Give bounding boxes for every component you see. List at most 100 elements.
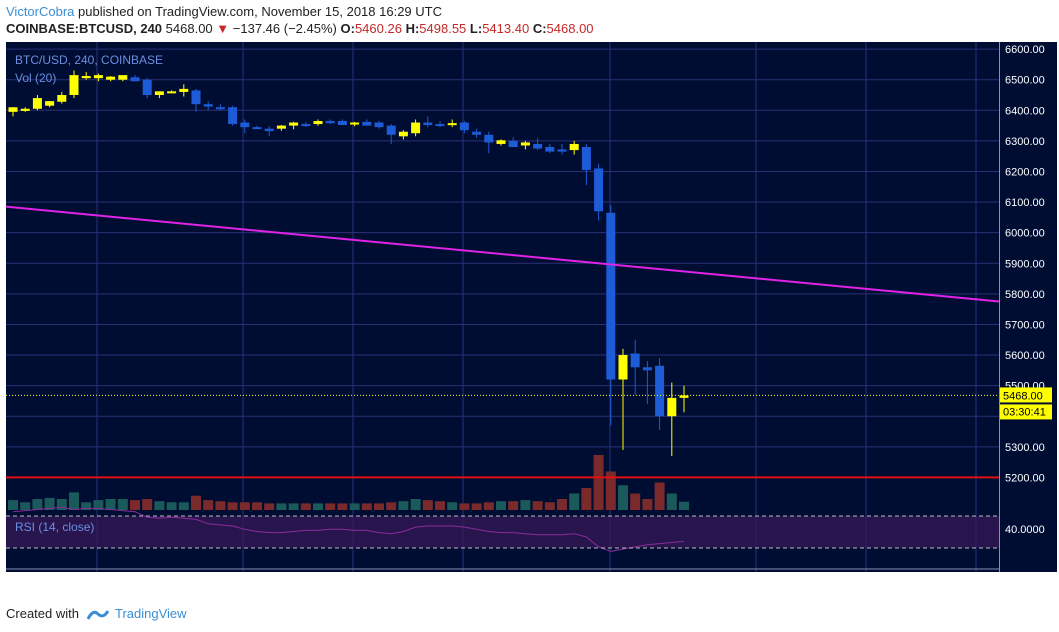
published-text: published on TradingView.com, November 1… <box>74 4 442 19</box>
volume-bar <box>435 501 445 510</box>
author-link[interactable]: VictorCobra <box>6 4 75 19</box>
volume-bar <box>508 501 519 510</box>
candle-body <box>106 76 116 80</box>
close-value: 5468.00 <box>546 21 594 36</box>
volume-bars <box>8 455 689 510</box>
change-value: −137.46 (−2.45%) <box>232 21 337 36</box>
price-scale-label: 6200.00 <box>1005 166 1045 178</box>
candle-body <box>386 125 396 135</box>
candle-body <box>45 101 55 106</box>
legend-title: BTC/USD, 240, COINBASE <box>15 53 163 67</box>
candle-body <box>215 107 225 110</box>
candle-body <box>337 121 347 125</box>
candle-body <box>508 140 518 148</box>
volume-bar <box>642 499 653 510</box>
price-chart[interactable]: 6600.00 6500.00 6400.00 6300.00 6200.00 6100.… <box>6 42 1057 572</box>
candle-body <box>167 91 177 94</box>
price-scale-label: 5700.00 <box>1005 319 1045 331</box>
volume-bar <box>459 503 470 510</box>
volume-bar <box>178 502 189 510</box>
candle-body <box>264 128 274 132</box>
volume-bar <box>32 499 43 510</box>
volume-bar <box>422 500 433 510</box>
candle-body <box>594 168 604 212</box>
volume-bar <box>569 493 580 510</box>
volume-bar <box>142 499 153 510</box>
countdown-tag <box>1000 404 1052 420</box>
high-label: H: <box>405 21 420 36</box>
volume-bar <box>252 502 262 510</box>
candle-body <box>557 149 567 152</box>
volume-bar <box>215 501 226 510</box>
volume-bar <box>630 493 641 510</box>
trend-line[interactable] <box>6 205 1000 303</box>
candle-body <box>32 98 42 109</box>
publish-info: VictorCobra published on TradingView.com… <box>6 4 442 19</box>
candle-body <box>642 367 652 371</box>
volume-bar <box>447 502 458 510</box>
price-scale-label: 5200.00 <box>1005 472 1045 484</box>
volume-bar <box>532 501 543 510</box>
volume-bar <box>483 502 494 510</box>
open-label: O: <box>340 21 355 36</box>
volume-bar <box>593 455 604 510</box>
candle-body <box>679 395 689 398</box>
candle-body <box>630 353 640 368</box>
candle-body <box>655 365 665 417</box>
candle-body <box>484 134 494 143</box>
volume-bar <box>605 471 616 510</box>
volume-bar <box>410 499 421 510</box>
candle-body <box>240 122 250 128</box>
candle-body <box>618 355 628 380</box>
price-scale-label: 6000.00 <box>1005 228 1045 240</box>
close-label: C: <box>532 21 547 36</box>
rsi-line <box>12 506 685 552</box>
candle-body <box>93 75 103 79</box>
volume-bar <box>398 501 409 510</box>
candle-body <box>411 122 421 134</box>
price-scale-label: 5900.00 <box>1005 258 1045 270</box>
volume-bar <box>313 503 323 510</box>
candle-body <box>142 79 152 96</box>
volume-bar <box>93 500 104 510</box>
candle-body <box>289 122 299 126</box>
volume-bar <box>666 493 677 510</box>
volume-bar <box>618 485 628 510</box>
countdown-label: 03:30:41 <box>1003 406 1046 418</box>
volume-bar <box>496 501 506 510</box>
price-scale-label: 6100.00 <box>1005 197 1045 209</box>
created-with-label: Created with <box>6 606 79 621</box>
volume-bar <box>81 502 92 510</box>
candle-body <box>228 107 238 125</box>
volume-bar <box>557 499 567 510</box>
low-value: 5413.40 <box>482 21 530 36</box>
volume-bar <box>374 503 384 510</box>
candle-body <box>569 143 579 151</box>
rsi-scale-label: 40.0000 <box>1005 524 1045 536</box>
volume-bar <box>325 503 336 510</box>
candle-body <box>533 143 543 149</box>
current-price-tag <box>1000 387 1052 403</box>
legend-rsi: RSI (14, close) <box>15 520 94 534</box>
candle-body <box>423 122 433 125</box>
price-scale-label: 6600.00 <box>1005 44 1045 56</box>
chart-grid <box>6 42 999 572</box>
candle-body <box>118 75 128 80</box>
candle-body <box>398 131 408 137</box>
candle-body <box>313 121 323 125</box>
volume-bar <box>337 503 348 510</box>
price-scale-label: 6300.00 <box>1005 136 1045 148</box>
price-scale-label: 5600.00 <box>1005 350 1045 362</box>
candle-body <box>203 104 213 107</box>
candle-body <box>374 122 384 128</box>
low-label: L: <box>469 21 483 36</box>
tradingview-brand-link[interactable]: TradingView <box>114 606 187 621</box>
candle-body <box>350 122 360 125</box>
footer: Created with TradingView <box>6 606 187 621</box>
volume-bar <box>154 501 165 510</box>
candle-body <box>362 121 372 126</box>
volume-bar <box>56 499 67 510</box>
candlesticks <box>8 70 689 456</box>
volume-bar <box>166 502 177 510</box>
candle-body <box>252 127 262 130</box>
